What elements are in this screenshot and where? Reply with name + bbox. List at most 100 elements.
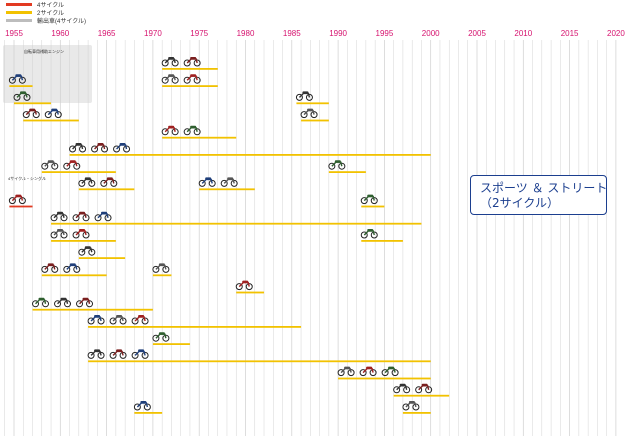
year-tick-2020: 2020 — [607, 29, 625, 38]
motorcycle-icon — [402, 401, 420, 411]
legend-swatch-4stroke — [6, 3, 32, 6]
motorcycle-thumbnails — [8, 57, 433, 411]
model-line-15 — [51, 222, 422, 225]
category-label-box: スポーツ ＆ ストリート （2サイクル） — [470, 175, 607, 215]
model-line-18 — [78, 257, 126, 259]
model-line-7 — [162, 136, 237, 139]
motorcycle-icon — [183, 57, 201, 67]
year-tick-1960: 1960 — [51, 29, 69, 38]
model-line-8 — [69, 154, 431, 156]
model-line-14 — [361, 205, 385, 208]
motorcycle-icon — [41, 160, 59, 170]
motorcycle-icon — [131, 349, 149, 359]
motorcycle-icon — [415, 383, 433, 394]
model-line-3 — [14, 102, 52, 105]
motorcycle-icon — [300, 108, 318, 119]
motorcycle-icon — [78, 246, 96, 256]
motorcycle-icon — [50, 211, 68, 222]
motorcycle-icon — [41, 263, 59, 273]
motorcycle-icon — [161, 74, 179, 84]
single-cylinder-group-label: 4サイクル・シングル — [8, 175, 46, 181]
year-tick-1970: 1970 — [144, 29, 162, 38]
model-line-1 — [9, 85, 33, 87]
legend-label-export: 輸出車(4サイクル) — [37, 17, 86, 25]
motorcycle-icon — [220, 177, 238, 187]
model-line-9 — [41, 171, 116, 173]
motorcycle-icon — [32, 297, 50, 308]
legend-label-4stroke: 4サイクル — [37, 2, 64, 9]
motorcycle-icon — [94, 211, 112, 222]
year-tick-1975: 1975 — [190, 29, 208, 38]
model-line-10 — [328, 171, 366, 173]
motorcycle-icon — [161, 125, 179, 136]
motorcycle-icon — [72, 229, 90, 239]
motorcycle-icon — [44, 108, 62, 119]
motorcycle-icon — [22, 108, 40, 119]
year-tick-1980: 1980 — [237, 29, 255, 38]
model-line-2 — [162, 85, 218, 87]
motorcycle-icon — [161, 57, 179, 67]
model-line-22 — [32, 308, 153, 311]
motorcycle-icon — [50, 229, 68, 239]
model-line-27 — [393, 394, 450, 397]
year-tick-2010: 2010 — [514, 29, 532, 38]
motorcycle-icon — [76, 297, 94, 308]
motorcycle-icon — [133, 401, 151, 411]
motorcycle-icon — [100, 177, 118, 187]
motorcycle-icon — [328, 160, 346, 170]
model-line-26 — [338, 377, 431, 380]
motorcycle-icon — [198, 177, 216, 187]
motorcycle-icon — [393, 383, 411, 394]
motorcycle-icon — [113, 143, 131, 153]
motorcycle-icon — [69, 143, 87, 153]
legend: 4サイクル 2サイクル 輸出車(4サイクル) — [6, 2, 86, 25]
model-line-28 — [134, 412, 163, 414]
year-tick-2015: 2015 — [561, 29, 579, 38]
legend-swatch-2stroke — [6, 11, 32, 14]
motorcycle-icon — [152, 332, 170, 342]
model-line-23 — [88, 326, 302, 328]
motorcycle-icon — [87, 315, 105, 325]
model-line-6 — [301, 119, 329, 122]
motorcycle-icon — [183, 74, 201, 84]
motorcycle-icon — [337, 366, 355, 377]
year-tick-1990: 1990 — [329, 29, 347, 38]
motorcycle-icon — [78, 177, 96, 187]
model-line-16 — [51, 240, 116, 242]
motorcycle-icon — [109, 349, 127, 359]
motorcycle-icon — [235, 280, 253, 291]
category-subtitle: （2サイクル） — [480, 196, 560, 210]
year-tick-2000: 2000 — [422, 29, 440, 38]
bicycle-engine-group-label: 自転車用補助エンジン — [24, 48, 64, 54]
model-line-12 — [199, 188, 255, 191]
motorcycle-icon — [13, 91, 31, 101]
model-line-4 — [296, 102, 329, 105]
model-line-17 — [361, 240, 403, 242]
legend-label-2stroke: 2サイクル — [37, 10, 64, 17]
year-tick-1985: 1985 — [283, 29, 301, 38]
model-line-21 — [236, 291, 265, 294]
motorcycle-icon — [8, 194, 26, 205]
model-line-24 — [152, 343, 190, 345]
motorcycle-icon — [63, 160, 81, 170]
model-line-0 — [162, 68, 218, 70]
model-line-5 — [23, 119, 79, 122]
motorcycle-icon — [183, 125, 201, 136]
year-tick-1965: 1965 — [98, 29, 116, 38]
motorcycle-icon — [91, 143, 109, 153]
motorcycle-icon — [63, 263, 81, 273]
model-line-20 — [152, 274, 172, 277]
year-tick-2005: 2005 — [468, 29, 486, 38]
motorcycle-icon — [72, 211, 90, 222]
year-tick-1955: 1955 — [5, 29, 23, 38]
model-line-11 — [78, 188, 135, 191]
motorcycle-icon — [295, 91, 313, 101]
motorcycle-icon — [87, 349, 105, 359]
legend-swatch-export — [6, 19, 32, 22]
motorcycle-icon — [359, 366, 377, 377]
motorcycle-icon — [109, 315, 127, 325]
model-lines — [9, 68, 450, 414]
motorcycle-icon — [131, 315, 149, 325]
model-line-19 — [41, 274, 107, 277]
